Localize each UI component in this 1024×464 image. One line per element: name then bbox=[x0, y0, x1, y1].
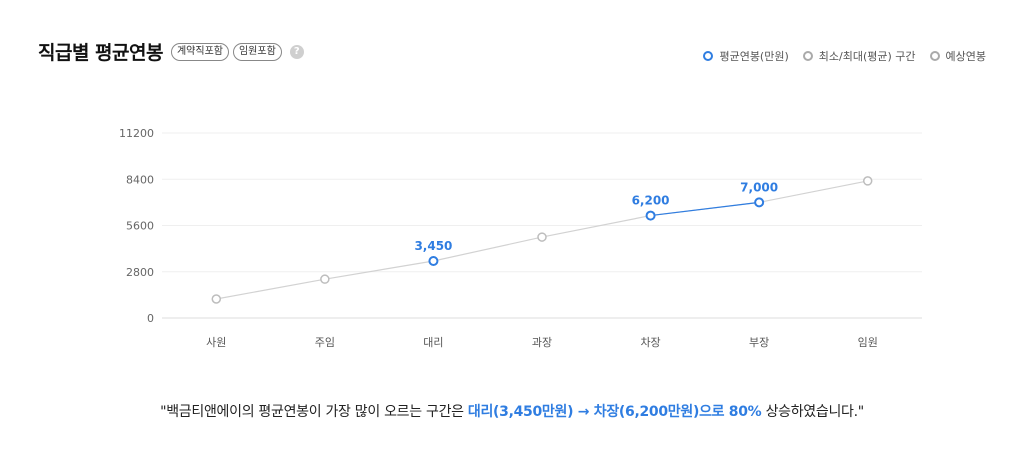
legend-label: 최소/최대(평균) 구간 bbox=[818, 50, 916, 63]
x-tick-label: 부장 bbox=[749, 336, 769, 349]
expected-line-segment bbox=[433, 236, 543, 262]
expected-line-segment bbox=[324, 260, 434, 280]
data-label: 6,200 bbox=[632, 194, 670, 208]
legend-dot-icon bbox=[802, 51, 813, 61]
data-label: 3,450 bbox=[414, 239, 452, 253]
expected-point bbox=[537, 232, 547, 242]
legend-label: 예상연봉 bbox=[945, 50, 986, 63]
expected-point bbox=[211, 294, 222, 304]
x-tick-label: 임원 bbox=[858, 336, 878, 349]
badge-contract: 계약직포함 bbox=[170, 42, 229, 61]
average-line-segment bbox=[650, 201, 760, 217]
chart-title: 직급별 평균연봉 bbox=[38, 42, 163, 64]
expected-point bbox=[862, 176, 873, 186]
summary-highlight: 대리(3,450만원) → 차장(6,200만원)으로 80% bbox=[467, 404, 762, 420]
expected-line-segment bbox=[541, 215, 651, 238]
data-label: 7,000 bbox=[740, 180, 778, 194]
y-tick-label: 11200 bbox=[119, 127, 154, 140]
expected-line-segment bbox=[216, 278, 325, 300]
average-point bbox=[645, 210, 656, 221]
legend-dot-icon bbox=[703, 51, 714, 61]
chart-header: 직급별 평균연봉 계약직포함 임원포함 ? bbox=[38, 38, 304, 65]
x-tick-label: 과장 bbox=[532, 336, 552, 349]
average-point bbox=[428, 256, 439, 267]
x-tick-label: 사원 bbox=[206, 336, 226, 349]
badge-executive: 임원포함 bbox=[232, 42, 282, 61]
summary-prefix: "백금티앤에이의 평균연봉이 가장 많이 오르는 구간은 bbox=[160, 404, 468, 420]
expected-line-segment bbox=[759, 180, 868, 203]
legend-dot-icon bbox=[929, 51, 940, 61]
x-tick-label: 대리 bbox=[423, 336, 443, 349]
legend-item-average[interactable]: 평균연봉(만원) bbox=[703, 48, 789, 64]
salary-line-chart: 0 2800 5600 8400 11200 사원 주임 대리 과장 차장 부장 임원 3,450 6,2… bbox=[119, 127, 922, 349]
summary-suffix: 상승하였습니다." bbox=[761, 404, 865, 420]
legend-label: 평균연봉(만원) bbox=[719, 50, 789, 63]
y-tick-label: 5600 bbox=[126, 220, 154, 233]
y-tick-label: 0 bbox=[147, 312, 154, 325]
summary-text: "백금티앤에이의 평균연봉이 가장 많이 오르는 구간은 대리(3,450만원)… bbox=[0, 401, 1024, 421]
x-tick-label: 차장 bbox=[640, 336, 660, 349]
x-tick-label: 주임 bbox=[315, 336, 335, 349]
y-tick-label: 8400 bbox=[126, 173, 154, 186]
average-point bbox=[754, 197, 765, 208]
chart-legend: 평균연봉(만원) 최소/최대(평균) 구간 예상연봉 bbox=[689, 48, 986, 64]
question-icon[interactable]: ? bbox=[289, 44, 304, 59]
legend-item-range[interactable]: 최소/최대(평균) 구간 bbox=[802, 48, 916, 64]
legend-item-expected[interactable]: 예상연봉 bbox=[929, 48, 986, 64]
expected-point bbox=[320, 274, 330, 284]
y-tick-label: 2800 bbox=[126, 266, 154, 279]
